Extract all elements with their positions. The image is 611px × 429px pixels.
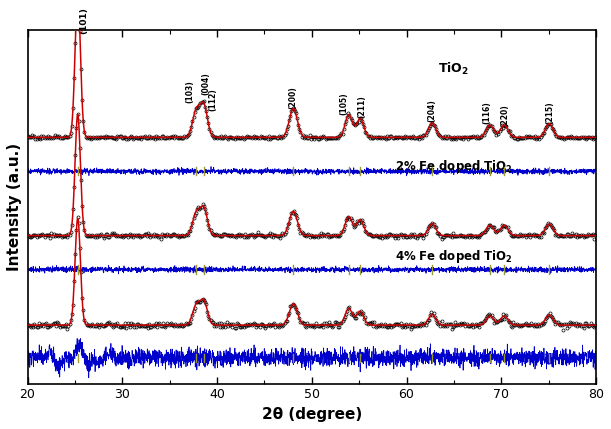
Text: (101): (101) [79, 7, 88, 34]
Text: (211): (211) [357, 95, 366, 118]
Text: (215): (215) [545, 101, 554, 124]
Text: (004): (004) [202, 72, 211, 95]
Text: (116): (116) [483, 101, 492, 124]
Text: (105): (105) [339, 92, 348, 115]
Text: $\mathbf{TiO_2}$: $\mathbf{TiO_2}$ [439, 61, 469, 77]
Text: (200): (200) [288, 87, 298, 109]
Y-axis label: Intensity (a.u.): Intensity (a.u.) [7, 143, 22, 271]
Text: (103): (103) [186, 81, 194, 103]
X-axis label: 2θ (degree): 2θ (degree) [262, 407, 362, 422]
Text: (204): (204) [428, 100, 437, 122]
Text: $\mathbf{2\%\ Fe\ doped\ TiO_2}$: $\mathbf{2\%\ Fe\ doped\ TiO_2}$ [395, 158, 513, 175]
Text: (220): (220) [500, 104, 510, 127]
Text: (112): (112) [208, 88, 218, 111]
Text: $\mathbf{4\%\ Fe\ doped\ TiO_2}$: $\mathbf{4\%\ Fe\ doped\ TiO_2}$ [395, 248, 513, 265]
